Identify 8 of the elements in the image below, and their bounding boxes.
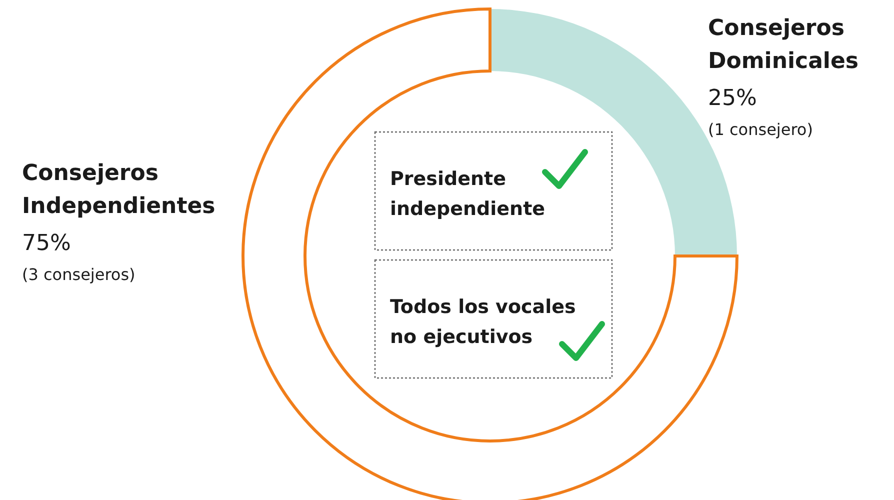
- text: (3 consejeros): [22, 265, 136, 284]
- slice-label: Consejeros Independientes: [22, 161, 216, 219]
- text: Todos los vocales no ejecutivos: [390, 296, 576, 348]
- text: (1 consejero): [708, 120, 813, 139]
- data-label: 25%: [708, 86, 757, 111]
- text: Presidente independiente: [390, 168, 546, 220]
- slice-label: Consejeros Dominicales: [708, 16, 858, 74]
- data-label: 75%: [22, 231, 71, 256]
